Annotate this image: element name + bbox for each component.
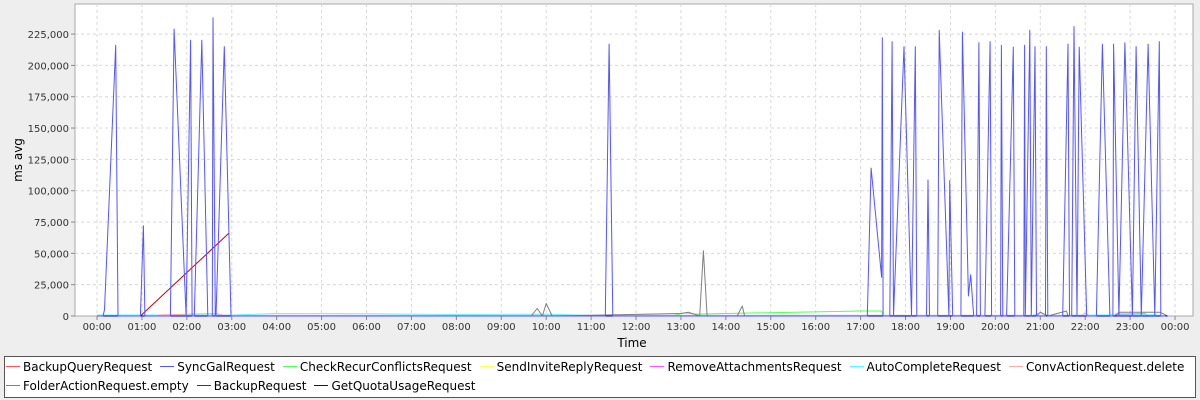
y-tick-label: 100,000 xyxy=(28,187,69,198)
y-tick-label: 25,000 xyxy=(34,281,69,292)
x-tick-label: 08:00 xyxy=(442,322,471,333)
y-tick-label: 50,000 xyxy=(34,249,69,260)
legend-item: RemoveAttachmentsRequest xyxy=(650,359,842,374)
y-tick-label: 200,000 xyxy=(28,61,69,72)
legend-label: AutoCompleteRequest xyxy=(866,359,1001,374)
x-tick-label: 05:00 xyxy=(307,322,336,333)
legend-item: CheckRecurConflictsRequest xyxy=(282,359,472,374)
legend-label: CheckRecurConflictsRequest xyxy=(299,359,472,374)
x-tick-label: 09:00 xyxy=(487,322,516,333)
x-tick-label: 17:00 xyxy=(846,322,875,333)
legend-row: BackupQueryRequest SyncGalRequest CheckRec… xyxy=(5,357,1195,376)
legend-item: AutoCompleteRequest xyxy=(849,359,1001,374)
legend-label: BackupQueryRequest xyxy=(23,359,153,374)
series-lines xyxy=(97,17,1168,317)
x-tick-label: 01:00 xyxy=(128,322,157,333)
y-tick-label: 75,000 xyxy=(34,218,69,229)
legend-label: GetQuotaUsageRequest xyxy=(331,378,476,393)
legend-item: GetQuotaUsageRequest xyxy=(314,379,475,393)
legend-swatch xyxy=(6,385,20,386)
legend-label: SyncGalRequest xyxy=(177,359,275,374)
x-tick-label: 00:00 xyxy=(83,322,112,333)
y-tick-label: 125,000 xyxy=(28,155,69,166)
legend-swatch xyxy=(650,366,665,367)
x-tick-label: 11:00 xyxy=(577,322,606,333)
x-tick-label: 18:00 xyxy=(891,322,920,333)
legend-swatch xyxy=(1008,366,1023,367)
x-tick-label: 21:00 xyxy=(1026,322,1055,333)
x-tick-label: 13:00 xyxy=(667,322,696,333)
legend-item: BackupQueryRequest xyxy=(6,360,152,374)
y-axis-label: ms avg xyxy=(11,138,25,182)
x-tick-label: 16:00 xyxy=(801,322,830,333)
legend-row: FolderActionRequest.empty BackupRequest Ge… xyxy=(5,376,1195,395)
legend-label: ConvActionRequest.delete xyxy=(1025,359,1185,374)
legend-item: SyncGalRequest xyxy=(160,360,275,374)
line-chart: 0 25,000 50,000 75,000 100,000 125,000 150,000… xyxy=(11,3,1194,350)
legend-swatch xyxy=(849,366,864,367)
legend-swatch xyxy=(314,385,329,386)
legend-label: BackupRequest xyxy=(213,378,307,393)
legend-swatch xyxy=(6,366,20,367)
legend: BackupQueryRequest SyncGalRequest CheckRec… xyxy=(4,356,1196,398)
plot-area xyxy=(74,3,1194,317)
x-tick-label: 10:00 xyxy=(532,322,561,333)
x-tick-label: 03:00 xyxy=(217,322,246,333)
x-tick-label: 02:00 xyxy=(172,322,201,333)
legend-swatch xyxy=(282,366,297,367)
x-axis: 00:00 01:00 02:00 03:00 04:00 05:00 06:00 07:00… xyxy=(83,316,1190,333)
y-axis: 0 25,000 50,000 75,000 100,000 125,000 150,000… xyxy=(28,30,75,323)
x-tick-label: 20:00 xyxy=(981,322,1010,333)
legend-swatch xyxy=(479,366,494,367)
x-tick-label: 22:00 xyxy=(1071,322,1100,333)
x-tick-label: 14:00 xyxy=(711,322,740,333)
x-tick-label: 07:00 xyxy=(397,322,426,333)
legend-item: BackupRequest xyxy=(196,378,307,393)
y-tick-label: 0 xyxy=(63,312,69,323)
x-tick-label: 15:00 xyxy=(756,322,785,333)
gridlines xyxy=(75,4,1193,316)
legend-swatch xyxy=(196,385,211,386)
x-tick-label: 23:00 xyxy=(1116,322,1145,333)
x-tick-label: 12:00 xyxy=(622,322,651,333)
x-tick-label: 06:00 xyxy=(352,322,381,333)
series-line-convactionrequest-delete xyxy=(156,312,1090,316)
legend-label: FolderActionRequest.empty xyxy=(23,378,189,393)
x-tick-label: 00:00 xyxy=(1161,322,1190,333)
legend-item: FolderActionRequest.empty xyxy=(6,379,189,393)
legend-label: RemoveAttachmentsRequest xyxy=(667,359,842,374)
x-tick-label: 04:00 xyxy=(262,322,291,333)
legend-swatch xyxy=(160,366,175,367)
legend-item: ConvActionRequest.delete xyxy=(1008,359,1185,374)
x-axis-label: Time xyxy=(616,336,646,350)
series-line-syncgalrequest xyxy=(97,17,1166,317)
y-tick-label: 225,000 xyxy=(28,30,69,41)
y-tick-label: 150,000 xyxy=(28,124,69,135)
x-tick-label: 19:00 xyxy=(936,322,965,333)
legend-label: SendInviteReplyRequest xyxy=(496,359,643,374)
legend-item: SendInviteReplyRequest xyxy=(479,359,643,374)
y-tick-label: 175,000 xyxy=(28,93,69,104)
